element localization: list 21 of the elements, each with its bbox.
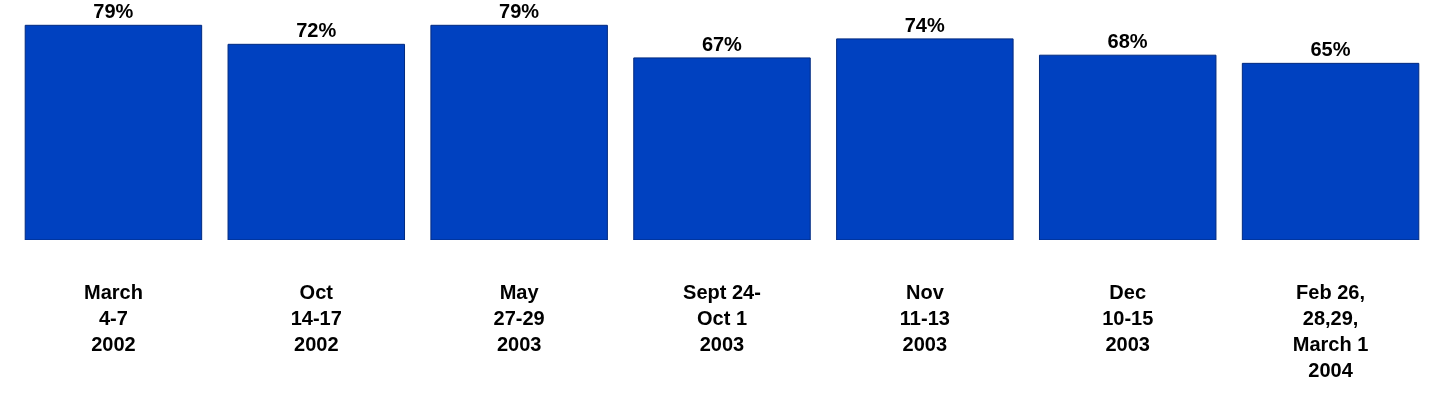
bar xyxy=(836,38,1014,240)
x-tick-label: Sept 24- Oct 1 2003 xyxy=(683,281,761,355)
x-tick-label: May 27-29 2003 xyxy=(493,281,545,355)
bar xyxy=(1038,54,1217,240)
bar xyxy=(430,24,608,240)
bar xyxy=(1241,62,1420,240)
bar xyxy=(24,24,203,240)
data-label: 67% xyxy=(701,32,743,55)
x-tick-label: Feb 26, 28,29, March 1 2004 xyxy=(1292,281,1369,381)
data-label: 74% xyxy=(904,13,945,36)
x-tick-label: Nov 11-13 2003 xyxy=(899,281,950,355)
x-tick-label: Dec 10-15 2003 xyxy=(1102,281,1154,355)
bar xyxy=(227,43,406,240)
x-tick-label: March 4-7 2002 xyxy=(83,281,143,355)
x-tick-label: Oct 14-17 2002 xyxy=(290,281,342,355)
bar xyxy=(633,57,811,240)
data-label: 79% xyxy=(499,0,540,23)
data-label: 68% xyxy=(1107,30,1148,53)
data-label: 65% xyxy=(1310,38,1351,61)
data-label: 72% xyxy=(296,19,337,42)
data-label: 79% xyxy=(93,0,134,23)
